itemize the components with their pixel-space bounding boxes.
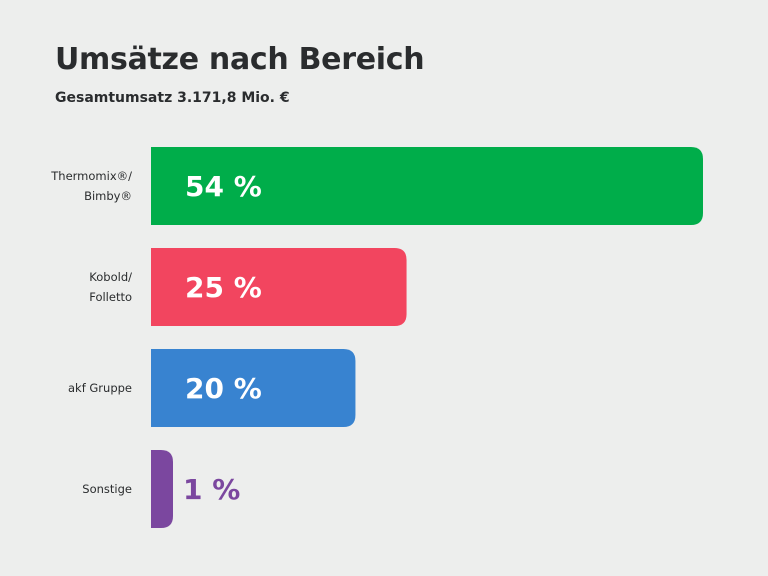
category-label-2: akf Gruppe	[68, 381, 132, 395]
bar-0	[151, 147, 703, 225]
category-label-0: Thermomix®/Bimby®	[50, 169, 132, 203]
value-label-0: 54 %	[185, 170, 262, 203]
value-label-2: 20 %	[185, 372, 262, 405]
category-label-3: Sonstige	[82, 482, 132, 496]
chart-title: Umsätze nach Bereich	[55, 42, 425, 77]
value-label-3: 1 %	[183, 473, 240, 506]
bar-3	[151, 450, 173, 528]
value-label-1: 25 %	[185, 271, 262, 304]
chart-subtitle: Gesamtumsatz 3.171,8 Mio. €	[55, 90, 290, 106]
bar-2	[151, 349, 356, 427]
bar-1	[151, 248, 407, 326]
category-label-1: Kobold/Folletto	[89, 270, 132, 304]
